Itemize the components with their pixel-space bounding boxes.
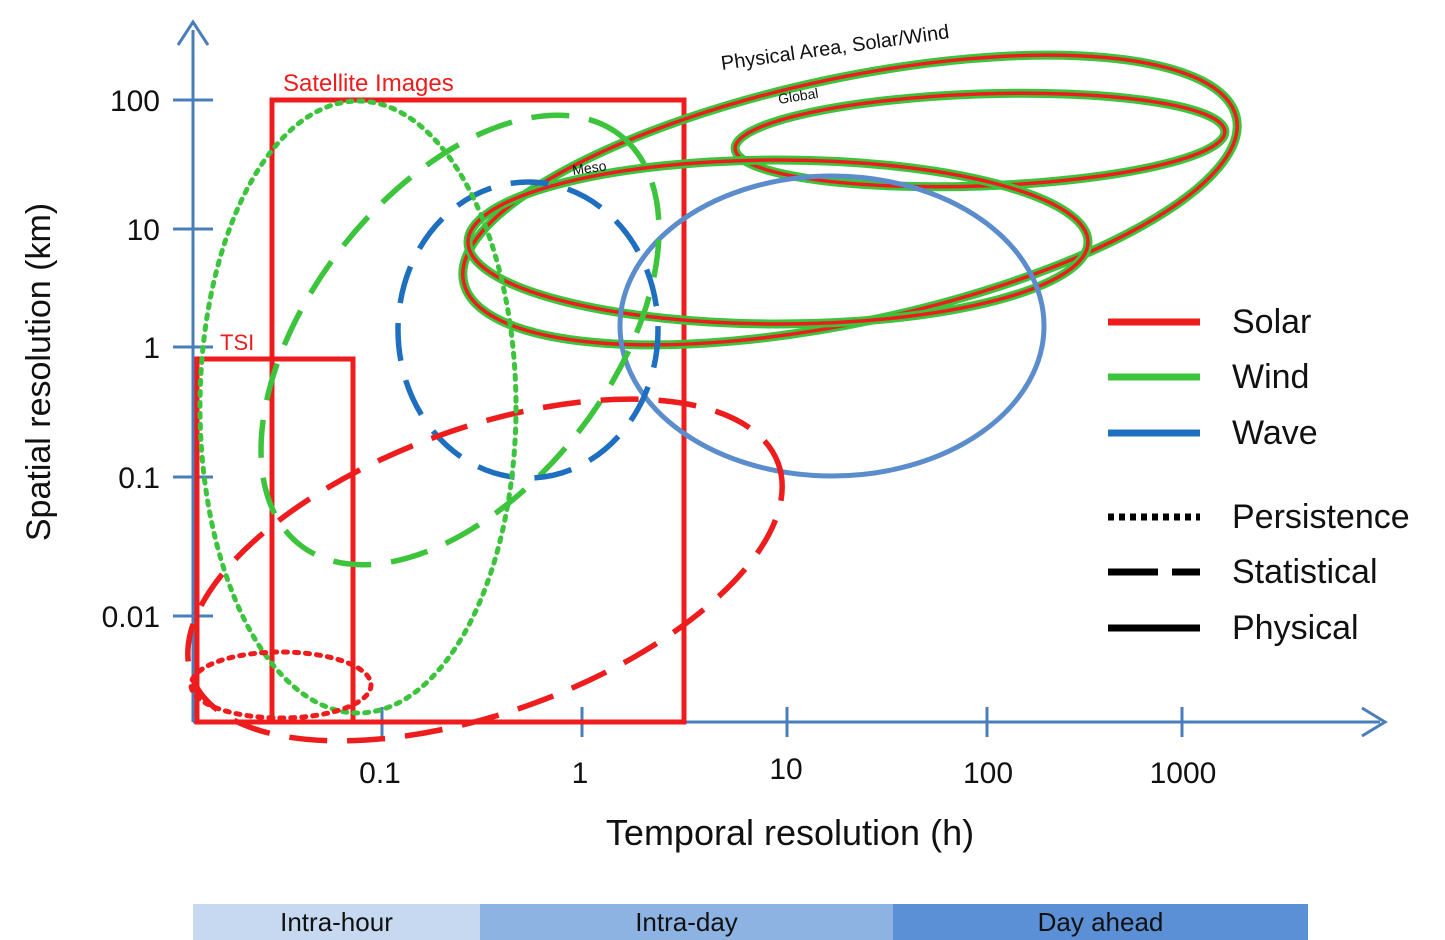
x-tick-label: 1 [572,757,589,790]
solar-persistence-ellipse [188,649,374,721]
x-tick-label: 100 [963,757,1013,790]
wave-statistical-ellipse [395,179,661,481]
forecast-horizon-bar: Intra-hour Intra-day Day ahead [193,904,1308,940]
solar-statistical-ellipse [185,396,785,744]
legend-label-statistical: Statistical [1232,553,1378,591]
tsi-label: TSI [220,330,254,355]
meso-label: Meso [571,157,607,178]
y-tick-label: 1 [143,332,160,365]
band-label: Intra-hour [280,906,393,937]
band-label: Intra-day [635,906,738,937]
x-axis-title: Temporal resolution (h) [606,812,974,853]
x-tick-label: 10 [769,753,802,786]
global-label: Global [777,85,819,107]
legend: Solar Wind Wave Persistence Statistical … [1108,303,1410,647]
x-axis-arrow-icon [1361,706,1388,738]
y-tick-label: 10 [127,214,160,247]
legend-label-persistence: Persistence [1232,498,1410,536]
legend-label-physical: Physical [1232,609,1359,647]
band-intra-day: Intra-day [480,904,893,940]
y-axis-arrow-icon [176,19,210,46]
tsi-rect [194,356,356,725]
legend-label-solar: Solar [1232,303,1311,341]
legend-label-wave: Wave [1232,414,1318,452]
x-tick-label: 1000 [1150,757,1217,790]
y-tick-label: 100 [110,85,160,118]
global-solar-ellipse [733,91,1227,189]
y-tick-label: 0.1 [118,462,160,495]
wind-statistical-ellipse [258,112,662,568]
y-tick-labels: 100 10 1 0.1 0.01 [102,85,160,634]
legend-label-wind: Wind [1232,358,1309,396]
meso-solar-ellipse [466,158,1090,326]
wind-persistence-ellipse [197,98,519,716]
y-tick-label: 0.01 [102,601,160,634]
wave-physical-ellipse [617,173,1047,479]
satellite-images-label: Satellite Images [283,70,454,97]
y-axis-title: Spatial resolution (km) [20,203,58,541]
x-tick-label: 0.1 [359,757,401,790]
method-regions [185,50,1242,744]
band-intra-hour: Intra-hour [193,904,480,940]
band-day-ahead: Day ahead [893,904,1308,940]
x-tick-labels: 0.1 1 10 100 1000 [359,753,1216,790]
band-label: Day ahead [1037,906,1164,937]
